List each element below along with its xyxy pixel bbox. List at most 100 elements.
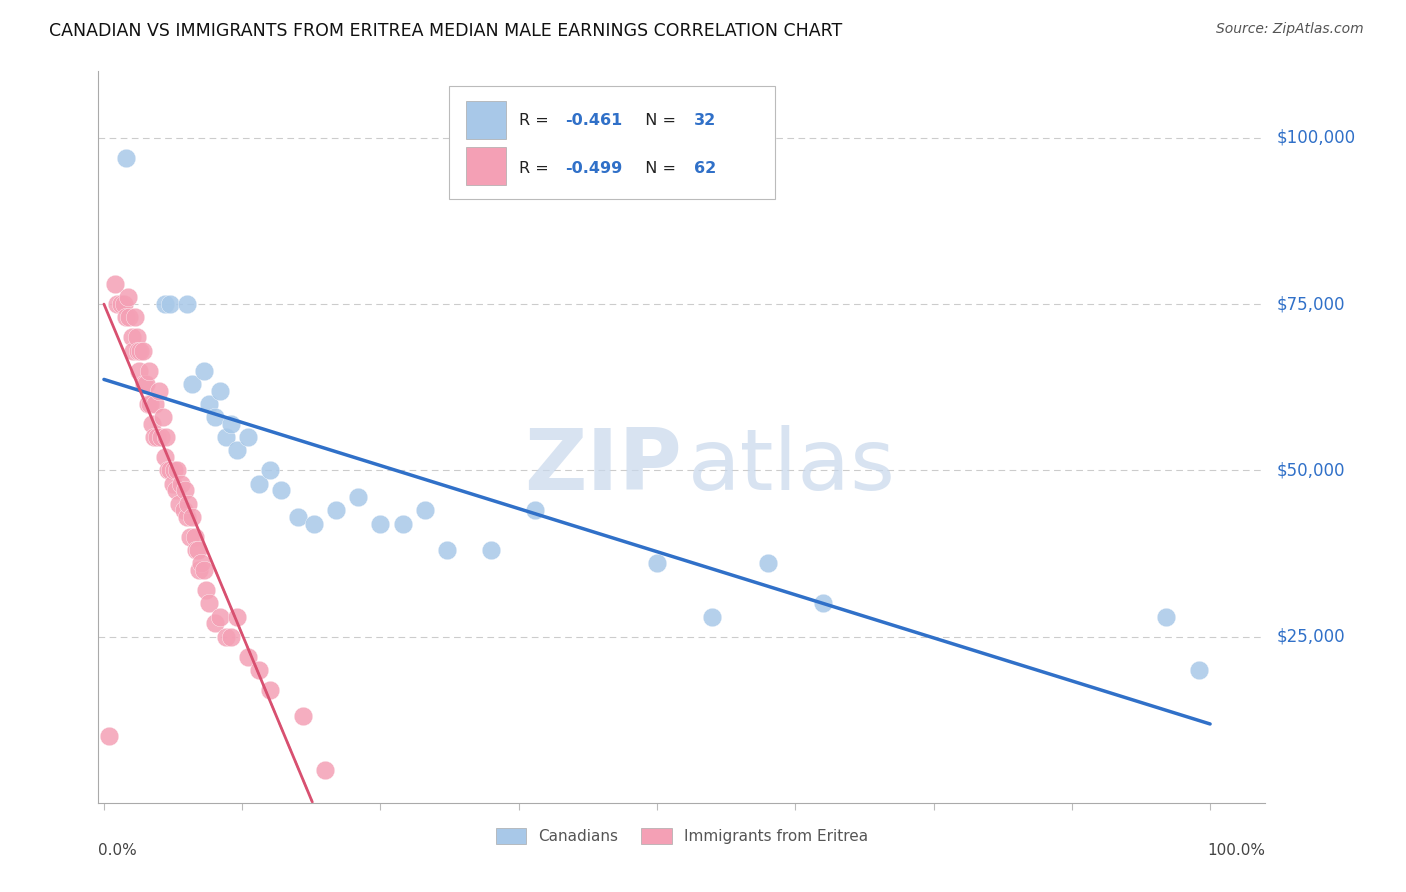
Point	[287, 509, 309, 524]
Text: -0.461: -0.461	[565, 113, 623, 128]
Point	[162, 463, 184, 477]
Point	[219, 417, 242, 431]
Point	[524, 503, 547, 517]
Text: Source: ZipAtlas.com: Source: ZipAtlas.com	[1216, 22, 1364, 37]
Point	[176, 297, 198, 311]
Point	[166, 463, 188, 477]
Text: $100,000: $100,000	[1277, 128, 1355, 147]
Point	[479, 543, 502, 558]
Point	[112, 297, 135, 311]
Point	[219, 630, 242, 644]
Text: CANADIAN VS IMMIGRANTS FROM ERITREA MEDIAN MALE EARNINGS CORRELATION CHART: CANADIAN VS IMMIGRANTS FROM ERITREA MEDI…	[49, 22, 842, 40]
Point	[436, 543, 458, 558]
Point	[214, 630, 236, 644]
Point	[190, 557, 212, 571]
Point	[181, 376, 204, 391]
Point	[193, 363, 215, 377]
Point	[214, 430, 236, 444]
Point	[148, 384, 170, 398]
Point	[141, 417, 163, 431]
Point	[645, 557, 668, 571]
Point	[136, 397, 159, 411]
Point	[204, 616, 226, 631]
Point	[104, 277, 127, 292]
Point	[198, 596, 221, 610]
FancyBboxPatch shape	[449, 86, 775, 200]
Point	[128, 363, 150, 377]
Point	[157, 463, 180, 477]
Point	[129, 343, 152, 358]
Point	[124, 310, 146, 325]
Point	[247, 476, 270, 491]
Point	[188, 563, 211, 577]
Point	[225, 609, 247, 624]
Point	[170, 476, 193, 491]
Point	[1188, 663, 1211, 677]
Text: N =: N =	[636, 161, 682, 176]
Point	[302, 516, 325, 531]
Point	[259, 682, 281, 697]
Point	[270, 483, 292, 498]
Point	[176, 509, 198, 524]
Point	[347, 490, 370, 504]
Point	[121, 330, 143, 344]
Text: $50,000: $50,000	[1277, 461, 1346, 479]
Point	[121, 343, 143, 358]
Point	[177, 497, 200, 511]
Point	[115, 151, 138, 165]
Point	[150, 430, 173, 444]
Point	[127, 343, 149, 358]
Point	[259, 463, 281, 477]
Point	[702, 609, 724, 624]
Point	[143, 397, 166, 411]
Point	[184, 543, 207, 558]
Point	[325, 503, 347, 517]
Point	[135, 376, 157, 391]
Point	[1154, 609, 1177, 624]
Point	[198, 397, 221, 411]
Point	[194, 582, 217, 597]
Text: 32: 32	[693, 113, 716, 128]
Point	[165, 483, 187, 498]
FancyBboxPatch shape	[465, 146, 506, 185]
Point	[811, 596, 834, 610]
Point	[167, 497, 190, 511]
Point	[247, 663, 270, 677]
Text: $25,000: $25,000	[1277, 628, 1346, 646]
Point	[236, 649, 259, 664]
Point	[187, 543, 209, 558]
Point	[225, 443, 247, 458]
Point	[391, 516, 413, 531]
Point	[756, 557, 779, 571]
Point	[132, 376, 155, 391]
Point	[110, 297, 132, 311]
Point	[155, 430, 177, 444]
Point	[139, 397, 162, 411]
Point	[370, 516, 392, 531]
Point	[292, 709, 315, 723]
Point	[181, 509, 204, 524]
Text: atlas: atlas	[688, 425, 896, 508]
Text: R =: R =	[519, 113, 554, 128]
Point	[209, 384, 232, 398]
Point	[118, 310, 141, 325]
Point	[153, 297, 176, 311]
Point	[117, 290, 139, 304]
Point	[131, 343, 153, 358]
Point	[179, 530, 201, 544]
Text: 0.0%: 0.0%	[98, 843, 138, 858]
FancyBboxPatch shape	[465, 101, 506, 138]
Point	[173, 503, 195, 517]
Point	[173, 483, 195, 498]
Point	[138, 363, 160, 377]
Text: -0.499: -0.499	[565, 161, 623, 176]
Text: N =: N =	[636, 113, 682, 128]
Point	[183, 530, 205, 544]
Text: ZIP: ZIP	[524, 425, 682, 508]
Point	[236, 430, 259, 444]
Point	[152, 410, 174, 425]
Point	[142, 430, 165, 444]
Point	[105, 297, 128, 311]
Point	[314, 763, 336, 777]
Point	[159, 463, 181, 477]
